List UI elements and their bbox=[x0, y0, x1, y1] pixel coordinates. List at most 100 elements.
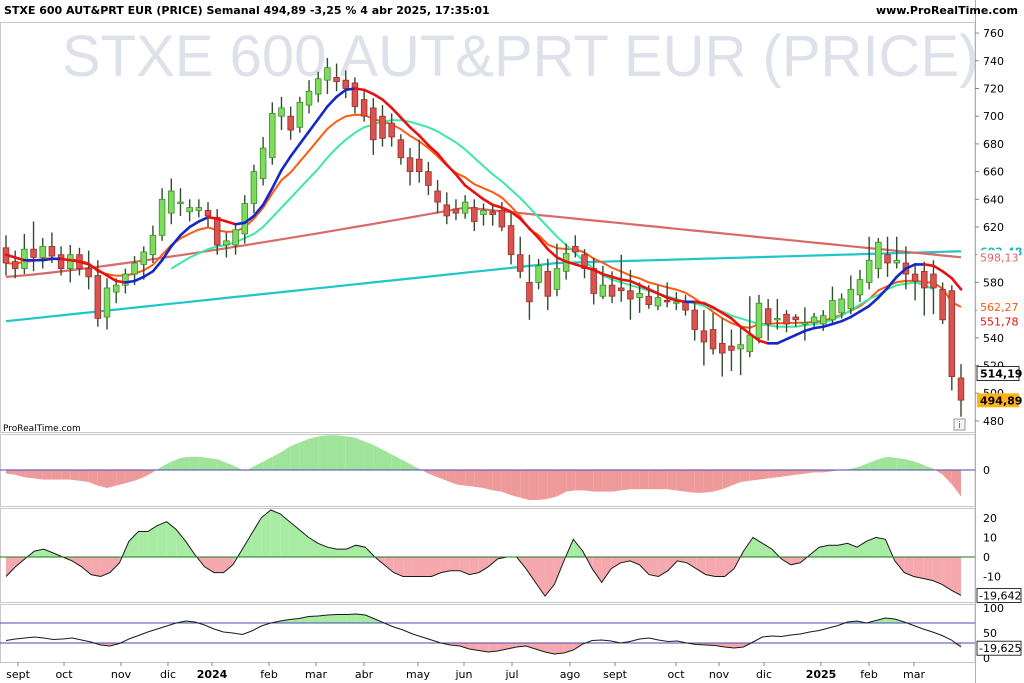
candle[interactable] bbox=[158, 188, 166, 241]
candle[interactable] bbox=[810, 312, 818, 327]
candle[interactable] bbox=[507, 213, 515, 265]
candle[interactable] bbox=[85, 250, 92, 290]
candle[interactable] bbox=[957, 364, 965, 417]
candle[interactable] bbox=[461, 195, 469, 219]
candle[interactable] bbox=[324, 58, 331, 95]
candle[interactable] bbox=[278, 96, 285, 131]
candle[interactable] bbox=[801, 307, 809, 341]
candle[interactable] bbox=[792, 314, 799, 327]
area-negative bbox=[913, 556, 924, 579]
candle[interactable] bbox=[911, 264, 919, 301]
candle[interactable] bbox=[241, 195, 248, 244]
candle[interactable] bbox=[39, 238, 46, 269]
candle[interactable] bbox=[406, 148, 414, 186]
candle[interactable] bbox=[755, 294, 763, 344]
candle[interactable] bbox=[259, 136, 267, 186]
candle[interactable] bbox=[103, 278, 111, 330]
info-icon[interactable]: i bbox=[958, 421, 961, 431]
candle[interactable] bbox=[397, 134, 405, 165]
candle[interactable] bbox=[360, 88, 368, 122]
candle[interactable] bbox=[314, 71, 322, 103]
oscillator-panel-2[interactable]: 20 10 0 -10 -19,642 bbox=[0, 509, 1021, 603]
candle[interactable] bbox=[544, 258, 552, 311]
candle[interactable] bbox=[930, 260, 937, 315]
candle[interactable] bbox=[333, 63, 340, 92]
info-button[interactable] bbox=[953, 418, 966, 431]
candle[interactable] bbox=[654, 285, 662, 311]
candle[interactable] bbox=[149, 225, 157, 264]
x-tick-label: nov bbox=[111, 668, 132, 681]
candle[interactable] bbox=[865, 236, 873, 290]
oscillator-panel-1[interactable]: 0 bbox=[0, 435, 990, 500]
candle[interactable] bbox=[296, 96, 304, 133]
candle[interactable] bbox=[663, 282, 671, 308]
candle[interactable] bbox=[204, 202, 212, 227]
candle[interactable] bbox=[572, 235, 579, 258]
candle[interactable] bbox=[11, 250, 19, 279]
candle[interactable] bbox=[829, 286, 836, 323]
candle[interactable] bbox=[847, 275, 855, 315]
candle[interactable] bbox=[516, 236, 524, 279]
candle[interactable] bbox=[939, 282, 946, 324]
candle[interactable] bbox=[269, 102, 276, 165]
candle[interactable] bbox=[480, 203, 487, 226]
candle[interactable] bbox=[875, 238, 882, 279]
candle[interactable] bbox=[250, 164, 258, 214]
candle[interactable] bbox=[553, 243, 561, 297]
site-url[interactable]: www.ProRealTime.com bbox=[876, 4, 1018, 17]
candle[interactable] bbox=[195, 199, 203, 218]
candle[interactable] bbox=[535, 258, 542, 290]
candle[interactable] bbox=[434, 179, 441, 214]
oscillator-panel-3[interactable]: 100 50 0-19,625 bbox=[0, 602, 1021, 665]
candle[interactable] bbox=[122, 268, 129, 294]
candle[interactable] bbox=[223, 232, 230, 258]
candle[interactable] bbox=[186, 199, 193, 222]
ma-signal-segment bbox=[473, 191, 485, 201]
candle[interactable] bbox=[489, 203, 496, 226]
candle[interactable] bbox=[838, 293, 845, 319]
candle[interactable] bbox=[700, 310, 708, 366]
candle[interactable] bbox=[728, 329, 735, 372]
candle[interactable] bbox=[719, 318, 726, 377]
candle[interactable] bbox=[617, 254, 625, 302]
candle[interactable] bbox=[884, 236, 891, 277]
candle[interactable] bbox=[921, 261, 928, 316]
candle[interactable] bbox=[57, 246, 65, 276]
candle[interactable] bbox=[856, 269, 864, 302]
candle[interactable] bbox=[737, 326, 744, 376]
candle[interactable] bbox=[948, 285, 956, 391]
candle[interactable] bbox=[342, 70, 350, 99]
candle[interactable] bbox=[636, 282, 643, 313]
candle[interactable] bbox=[452, 199, 460, 221]
candle[interactable] bbox=[351, 77, 359, 114]
price-panel[interactable]: 7607407207006806606406206005805605405205… bbox=[2, 27, 1022, 428]
candle[interactable] bbox=[415, 139, 423, 183]
candle[interactable] bbox=[388, 113, 395, 147]
candle[interactable] bbox=[443, 192, 451, 225]
candle[interactable] bbox=[425, 161, 432, 196]
candle[interactable] bbox=[590, 257, 597, 305]
area-positive bbox=[743, 537, 753, 557]
candle[interactable] bbox=[370, 98, 377, 155]
candle[interactable] bbox=[471, 199, 478, 232]
candle[interactable] bbox=[627, 269, 634, 320]
candle[interactable] bbox=[709, 312, 717, 355]
candle[interactable] bbox=[213, 208, 221, 255]
candle[interactable] bbox=[168, 178, 175, 225]
candle[interactable] bbox=[140, 246, 147, 280]
candle[interactable] bbox=[112, 278, 120, 304]
candle[interactable] bbox=[783, 310, 790, 333]
candle[interactable] bbox=[177, 188, 184, 216]
candle[interactable] bbox=[379, 105, 386, 147]
candle[interactable] bbox=[893, 236, 900, 269]
candle[interactable] bbox=[691, 300, 698, 341]
candle[interactable] bbox=[764, 299, 772, 341]
candle[interactable] bbox=[599, 265, 607, 300]
candle[interactable] bbox=[287, 106, 294, 140]
candle[interactable] bbox=[305, 80, 313, 114]
candle[interactable] bbox=[581, 249, 588, 279]
candle[interactable] bbox=[526, 254, 533, 320]
candle[interactable] bbox=[30, 221, 37, 272]
candle[interactable] bbox=[232, 224, 239, 255]
candle[interactable] bbox=[774, 299, 781, 330]
